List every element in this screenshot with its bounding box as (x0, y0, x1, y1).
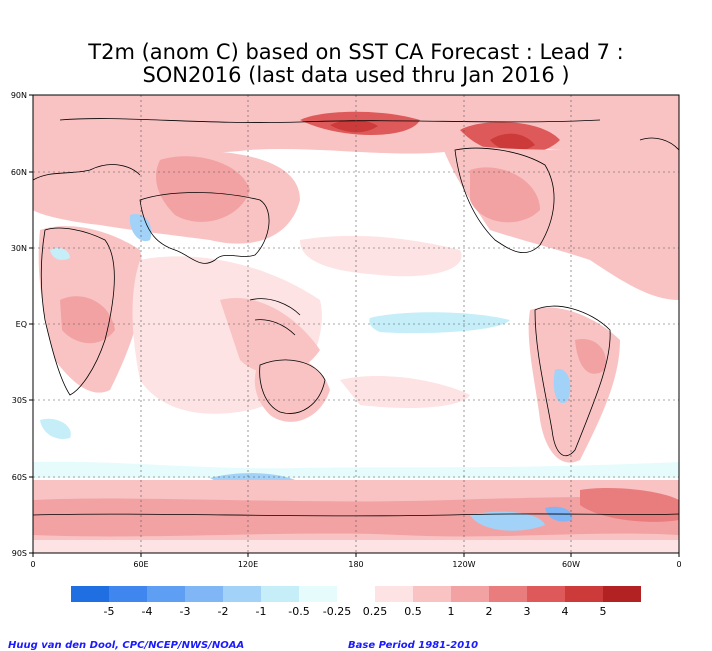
antarctic-warm-core (580, 488, 679, 522)
colorbar-swatch (375, 586, 413, 602)
lon-label-120e: 120E (238, 560, 258, 569)
map-title-line2: SON2016 (last data used thru Jan 2016 ) (142, 63, 570, 87)
base-period-note: Base Period 1981-2010 (348, 640, 479, 651)
lon-label-120w: 120W (452, 560, 475, 569)
colorbar-label: -0.25 (323, 605, 351, 618)
central-asia-warm (155, 156, 250, 222)
lon-label-0: 0 (30, 560, 35, 569)
west-africa-cool (50, 247, 70, 260)
colorbar-label: 1 (448, 605, 455, 618)
africa-coast (40, 227, 115, 396)
colorbar-label: 0.5 (404, 605, 422, 618)
lat-label-90s: 90S (12, 549, 27, 558)
colorbar-swatch (261, 586, 299, 602)
north-pacific-warm (300, 235, 462, 277)
longitude-labels: 0 60E 120E 180 120W 60W 0 (30, 560, 681, 569)
lat-label-60n: 60N (11, 168, 27, 177)
colorbar-label: 2 (486, 605, 493, 618)
arctic-coast (59, 118, 601, 123)
colorbar-label: -2 (218, 605, 229, 618)
central-asia-cool (129, 214, 152, 242)
asia-coast (139, 192, 270, 264)
colorbar-label: 0.25 (363, 605, 388, 618)
colorbar-label: -0.5 (288, 605, 309, 618)
maritime-continent-warm (220, 298, 320, 374)
sa-warm-core (575, 339, 606, 374)
lat-label-eq: EQ (16, 320, 27, 329)
colorbar-swatch (527, 586, 565, 602)
colorbar-label: 4 (562, 605, 569, 618)
anomaly-shading (33, 95, 679, 553)
colorbar-label: -5 (104, 605, 115, 618)
axis-ticks (29, 94, 680, 557)
colorbar: -5 -4 -3 -2 -1 -0.5 -0.25 0.25 0.5 1 2 3 4 5 (71, 586, 641, 618)
colorbar-label: 3 (524, 605, 531, 618)
colorbar-swatch (223, 586, 261, 602)
north-america-coast (454, 147, 555, 254)
colorbar-swatch (337, 586, 375, 602)
europe-coast (33, 164, 141, 181)
colorbar-swatch (603, 586, 641, 602)
colorbar-swatch (109, 586, 147, 602)
lon-label-60e: 60E (133, 560, 148, 569)
lat-label-60s: 60S (12, 473, 27, 482)
colorbar-label: 5 (600, 605, 607, 618)
colorbar-swatch (185, 586, 223, 602)
lat-label-90n: 90N (11, 91, 27, 100)
graticule (33, 95, 679, 553)
colorbar-swatch (147, 586, 185, 602)
arctic-hotspot-core-1 (330, 119, 378, 133)
colorbar-swatch (489, 586, 527, 602)
latitude-labels: 90N 60N 30N EQ 30S 60S 90S (11, 91, 27, 558)
lon-label-60w: 60W (562, 560, 580, 569)
indonesia-coast (249, 298, 301, 336)
equatorial-pacific-cool (369, 312, 510, 334)
colorbar-swatch (451, 586, 489, 602)
lat-label-30s: 30S (12, 396, 27, 405)
na-warm-core (470, 167, 540, 223)
colorbar-label: -3 (180, 605, 191, 618)
colorbar-swatch (565, 586, 603, 602)
africa-warm-core (60, 296, 115, 344)
coastlines (33, 118, 679, 517)
antarctic-cool-patch (470, 511, 545, 531)
colorbar-swatch (71, 586, 109, 602)
colorbar-swatch (413, 586, 451, 602)
south-atlantic-cool (40, 418, 71, 439)
antarctica-coast (33, 513, 679, 517)
arctic-hotspot-core-2 (490, 133, 535, 152)
colorbar-label: -1 (256, 605, 267, 618)
south-america-coast (534, 305, 611, 456)
lon-label-180: 180 (348, 560, 363, 569)
colorbar-label: -4 (142, 605, 153, 618)
south-america-cool (553, 369, 571, 404)
lon-label-0-east: 0 (676, 560, 681, 569)
map-title-line1: T2m (anom C) based on SST CA Forecast : … (88, 40, 624, 64)
south-pacific-warm (340, 375, 470, 408)
lat-label-30n: 30N (11, 244, 27, 253)
greenland-coast (639, 137, 679, 151)
author-credit: Huug van den Dool, CPC/NCEP/NWS/NOAA (8, 640, 245, 651)
colorbar-swatch (299, 586, 337, 602)
southern-ocean-cool (33, 461, 679, 478)
australia-coast (259, 359, 326, 414)
